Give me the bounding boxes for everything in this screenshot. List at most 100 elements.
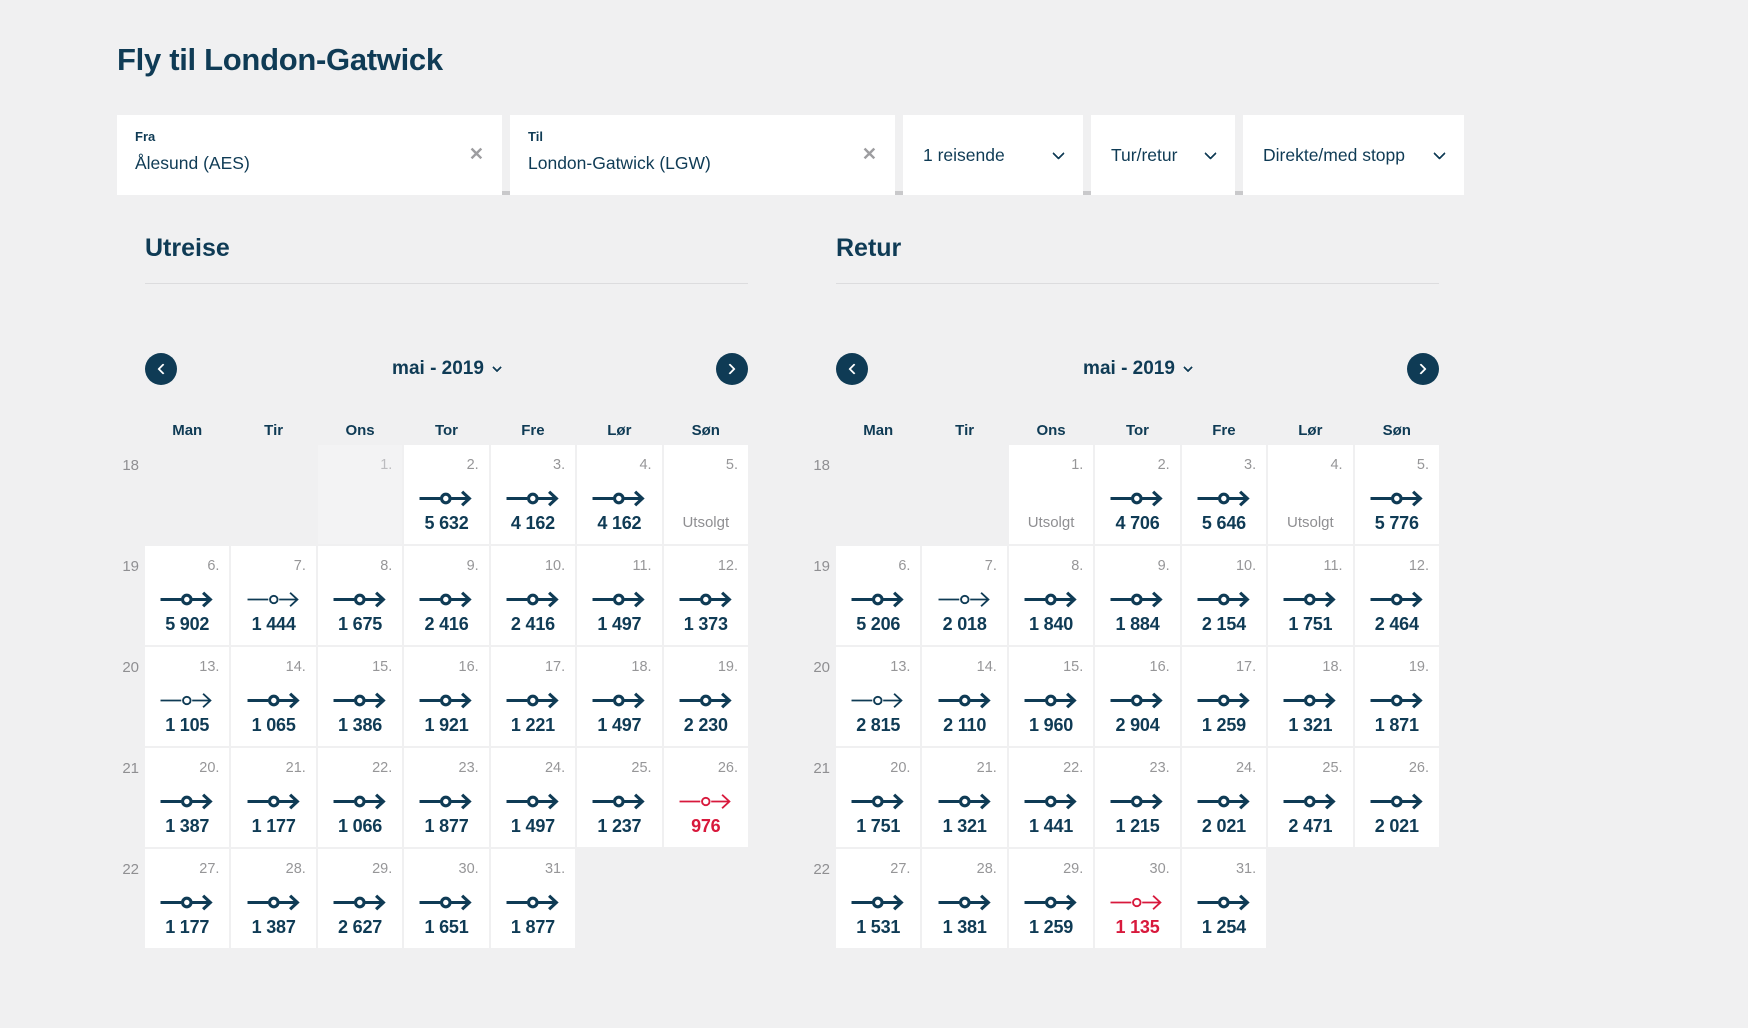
price-label: 5 632: [424, 513, 469, 533]
calendar-week-row: 22 27. 1 531 28. 1 381 29. 1 259 30. 1 135 31. 1 2…: [813, 849, 1439, 948]
day-price-cell[interactable]: 3. 4 162: [490, 445, 576, 544]
day-price-cell[interactable]: 11. 1 497: [577, 546, 662, 645]
day-price-cell[interactable]: 28. 1 381: [922, 849, 1007, 948]
day-price-cell[interactable]: 21. 1 177: [231, 748, 316, 847]
clear-from-icon[interactable]: ✕: [468, 144, 484, 164]
day-price-cell[interactable]: 4. 4 162: [577, 445, 662, 544]
day-price-cell[interactable]: 7. 2 018: [922, 546, 1007, 645]
day-price-cell[interactable]: 22. 1 066: [317, 748, 403, 847]
day-price-cell[interactable]: 29. 1 259: [1008, 849, 1094, 948]
trip-type-dropdown[interactable]: Tur/retur: [1091, 115, 1235, 195]
divider: [145, 283, 748, 284]
day-price-cell[interactable]: 10. 2 154: [1181, 546, 1267, 645]
day-price-cell[interactable]: 24. 1 497: [490, 748, 576, 847]
day-price-cell[interactable]: 7. 1 444: [231, 546, 316, 645]
day-price-cell[interactable]: 8. 1 675: [317, 546, 403, 645]
day-price-cell[interactable]: 9. 2 416: [404, 546, 489, 645]
price-label: 1 215: [1115, 816, 1160, 836]
day-price-cell[interactable]: 31. 1 877: [490, 849, 576, 948]
day-price-cell[interactable]: 27. 1 531: [836, 849, 921, 948]
day-number: 25.: [631, 760, 652, 776]
day-price-cell[interactable]: 11. 1 751: [1268, 546, 1353, 645]
day-price-cell[interactable]: 17. 1 259: [1181, 647, 1267, 746]
day-price-cell[interactable]: 6. 5 902: [145, 546, 230, 645]
day-headers: Man Tir Ons Tor Fre Lør Søn: [836, 422, 1439, 439]
next-month-button[interactable]: [716, 353, 748, 385]
day-number: 31.: [544, 861, 566, 877]
day-price-cell[interactable]: 25. 1 237: [577, 748, 662, 847]
clear-to-icon[interactable]: ✕: [861, 144, 877, 164]
to-field[interactable]: Til London-Gatwick (LGW) ✕: [510, 115, 895, 195]
day-price-cell[interactable]: 19. 2 230: [663, 647, 748, 746]
day-price-cell[interactable]: 2. 5 632: [404, 445, 489, 544]
day-price-cell[interactable]: 2. 4 706: [1095, 445, 1180, 544]
flight-route-icon: [1197, 793, 1250, 810]
day-price-cell[interactable]: 3. 5 646: [1181, 445, 1267, 544]
month-selector[interactable]: mai - 2019: [392, 358, 503, 380]
day-number: 28.: [976, 861, 997, 877]
day-number: 19.: [717, 659, 738, 675]
flight-route-icon: [1370, 793, 1423, 810]
day-price-cell[interactable]: 26. 2 021: [1354, 748, 1439, 847]
day-number: 15.: [372, 659, 393, 675]
day-price-cell[interactable]: 20. 1 387: [145, 748, 230, 847]
page-title: Fly til London-Gatwick: [117, 42, 443, 77]
prev-month-button[interactable]: [145, 353, 177, 385]
day-price-cell[interactable]: 30. 1 651: [404, 849, 489, 948]
stops-dropdown[interactable]: Direkte/med stopp: [1243, 115, 1464, 195]
day-price-cell[interactable]: 18. 1 497: [577, 647, 662, 746]
day-price-cell[interactable]: 9. 1 884: [1095, 546, 1180, 645]
from-field[interactable]: Fra Ålesund (AES) ✕: [117, 115, 502, 195]
flight-route-icon: [506, 490, 559, 507]
flight-route-icon: [506, 692, 559, 709]
from-field-label: Fra: [135, 129, 156, 144]
passengers-dropdown[interactable]: 1 reisende: [903, 115, 1083, 195]
day-price-cell[interactable]: 31. 1 254: [1181, 849, 1267, 948]
day-price-cell[interactable]: 13. 1 105: [145, 647, 230, 746]
day-price-cell[interactable]: 23. 1 215: [1095, 748, 1180, 847]
day-price-cell[interactable]: 16. 2 904: [1095, 647, 1180, 746]
flight-route-icon: [160, 793, 213, 810]
prev-month-button[interactable]: [836, 353, 868, 385]
chevron-right-icon: [724, 363, 736, 375]
day-number: 10.: [1235, 558, 1257, 574]
day-price-cell[interactable]: 20. 1 751: [836, 748, 921, 847]
price-label: 1 921: [424, 715, 469, 735]
month-selector[interactable]: mai - 2019: [1083, 358, 1194, 380]
day-header: Tir: [264, 422, 284, 439]
day-number: 6.: [207, 558, 220, 574]
selected-day-price-cell[interactable]: 26. 976: [663, 748, 748, 847]
day-price-cell[interactable]: 25. 2 471: [1268, 748, 1353, 847]
day-price-cell[interactable]: 10. 2 416: [490, 546, 576, 645]
day-price-cell[interactable]: 5. 5 776: [1354, 445, 1439, 544]
week-number: 20: [122, 659, 139, 676]
price-label: 2 464: [1374, 614, 1419, 634]
day-number: 5.: [1416, 457, 1429, 473]
calendar-week-row: 21 20. 1 387 21. 1 177 22. 1 066 23. 1 877 24. 1 4…: [122, 748, 748, 847]
day-price-cell[interactable]: 15. 1 960: [1008, 647, 1094, 746]
day-price-cell[interactable]: 8. 1 840: [1008, 546, 1094, 645]
day-price-cell[interactable]: 29. 2 627: [317, 849, 403, 948]
next-month-button[interactable]: [1407, 353, 1439, 385]
price-label: 1 497: [597, 715, 642, 735]
day-price-cell[interactable]: 6. 5 206: [836, 546, 921, 645]
day-price-cell[interactable]: 27. 1 177: [145, 849, 230, 948]
day-price-cell[interactable]: 18. 1 321: [1268, 647, 1353, 746]
day-price-cell[interactable]: 19. 1 871: [1354, 647, 1439, 746]
day-price-cell[interactable]: 12. 1 373: [663, 546, 748, 645]
day-price-cell[interactable]: 15. 1 386: [317, 647, 403, 746]
day-price-cell[interactable]: 22. 1 441: [1008, 748, 1094, 847]
day-price-cell[interactable]: 16. 1 921: [404, 647, 489, 746]
selected-day-price-cell[interactable]: 30. 1 135: [1095, 849, 1180, 948]
day-price-cell[interactable]: 23. 1 877: [404, 748, 489, 847]
price-label: 1 441: [1029, 816, 1074, 836]
day-price-cell[interactable]: 14. 2 110: [922, 647, 1007, 746]
day-header: Man: [863, 422, 894, 439]
day-price-cell[interactable]: 14. 1 065: [231, 647, 316, 746]
day-price-cell[interactable]: 21. 1 321: [922, 748, 1007, 847]
day-price-cell[interactable]: 17. 1 221: [490, 647, 576, 746]
day-price-cell[interactable]: 13. 2 815: [836, 647, 921, 746]
day-price-cell[interactable]: 12. 2 464: [1354, 546, 1439, 645]
day-price-cell[interactable]: 24. 2 021: [1181, 748, 1267, 847]
day-price-cell[interactable]: 28. 1 387: [231, 849, 316, 948]
